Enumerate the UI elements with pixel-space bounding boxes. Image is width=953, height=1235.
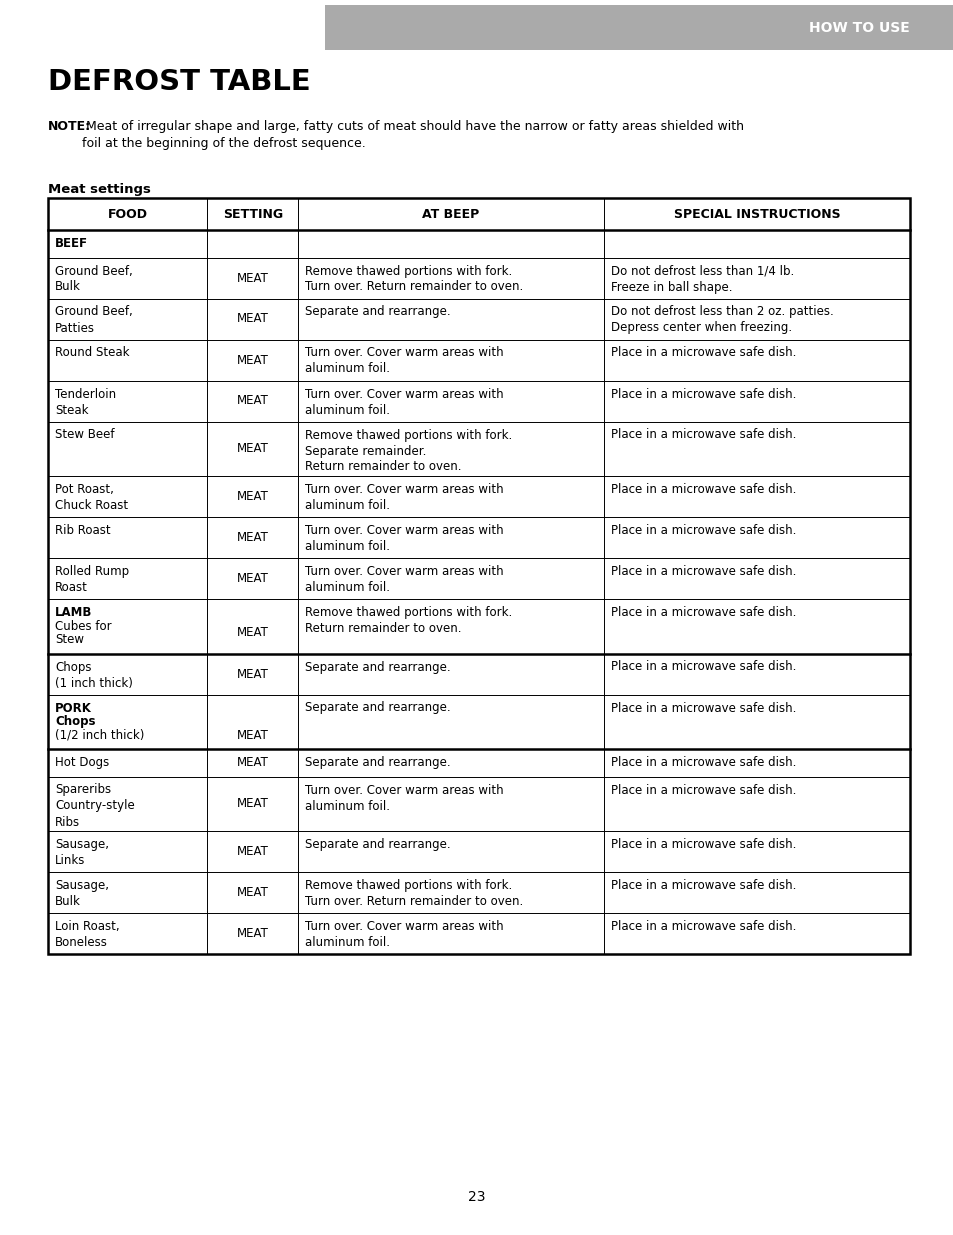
Text: Turn over. Cover warm areas with
aluminum foil.: Turn over. Cover warm areas with aluminu…	[305, 564, 503, 594]
Text: Separate and rearrange.: Separate and rearrange.	[305, 305, 450, 319]
Text: Place in a microwave safe dish.: Place in a microwave safe dish.	[610, 920, 796, 932]
Text: Place in a microwave safe dish.: Place in a microwave safe dish.	[610, 839, 796, 851]
Text: Place in a microwave safe dish.: Place in a microwave safe dish.	[610, 701, 796, 715]
Text: Turn over. Cover warm areas with
aluminum foil.: Turn over. Cover warm areas with aluminu…	[305, 347, 503, 375]
Text: Hot Dogs: Hot Dogs	[55, 756, 110, 769]
Text: Meat of irregular shape and large, fatty cuts of meat should have the narrow or : Meat of irregular shape and large, fatty…	[82, 120, 743, 149]
Text: MEAT: MEAT	[236, 626, 269, 640]
Text: MEAT: MEAT	[236, 667, 269, 680]
Text: MEAT: MEAT	[236, 729, 269, 742]
Text: Ground Beef,
Bulk: Ground Beef, Bulk	[55, 264, 132, 294]
Text: MEAT: MEAT	[236, 756, 269, 769]
Text: Chops
(1 inch thick): Chops (1 inch thick)	[55, 661, 132, 689]
Text: Separate and rearrange.: Separate and rearrange.	[305, 756, 450, 769]
Text: Place in a microwave safe dish.: Place in a microwave safe dish.	[610, 483, 796, 496]
Text: MEAT: MEAT	[236, 531, 269, 543]
Text: Separate and rearrange.: Separate and rearrange.	[305, 701, 450, 715]
Text: MEAT: MEAT	[236, 845, 269, 858]
Text: Ground Beef,
Patties: Ground Beef, Patties	[55, 305, 132, 335]
Text: Place in a microwave safe dish.: Place in a microwave safe dish.	[610, 606, 796, 619]
Text: Remove thawed portions with fork.
Return remainder to oven.: Remove thawed portions with fork. Return…	[305, 606, 512, 635]
Text: Place in a microwave safe dish.: Place in a microwave safe dish.	[610, 429, 796, 441]
Text: Place in a microwave safe dish.: Place in a microwave safe dish.	[610, 783, 796, 797]
Text: PORK: PORK	[55, 701, 91, 715]
Text: MEAT: MEAT	[236, 885, 269, 899]
Text: Separate and rearrange.: Separate and rearrange.	[305, 839, 450, 851]
Text: HOW TO USE: HOW TO USE	[808, 21, 909, 35]
Text: MEAT: MEAT	[236, 927, 269, 940]
Text: Round Steak: Round Steak	[55, 347, 130, 359]
Text: Separate and rearrange.: Separate and rearrange.	[305, 661, 450, 673]
Text: Turn over. Cover warm areas with
aluminum foil.: Turn over. Cover warm areas with aluminu…	[305, 524, 503, 553]
Text: Remove thawed portions with fork.
Turn over. Return remainder to oven.: Remove thawed portions with fork. Turn o…	[305, 264, 522, 294]
Text: Remove thawed portions with fork.
Turn over. Return remainder to oven.: Remove thawed portions with fork. Turn o…	[305, 879, 522, 908]
Text: MEAT: MEAT	[236, 490, 269, 503]
Text: Rib Roast: Rib Roast	[55, 524, 111, 537]
Text: Chops: Chops	[55, 715, 95, 727]
Text: (1/2 inch thick): (1/2 inch thick)	[55, 729, 144, 741]
Text: Rolled Rump
Roast: Rolled Rump Roast	[55, 564, 129, 594]
Bar	[48, 198, 909, 953]
Text: Place in a microwave safe dish.: Place in a microwave safe dish.	[610, 756, 796, 769]
Text: Stew Beef: Stew Beef	[55, 429, 114, 441]
Text: Pot Roast,
Chuck Roast: Pot Roast, Chuck Roast	[55, 483, 128, 513]
Text: Loin Roast,
Boneless: Loin Roast, Boneless	[55, 920, 119, 948]
Text: Place in a microwave safe dish.: Place in a microwave safe dish.	[610, 564, 796, 578]
Text: Sausage,
Bulk: Sausage, Bulk	[55, 879, 109, 908]
Text: NOTE:: NOTE:	[48, 120, 91, 133]
Text: Turn over. Cover warm areas with
aluminum foil.: Turn over. Cover warm areas with aluminu…	[305, 783, 503, 813]
Text: DEFROST TABLE: DEFROST TABLE	[48, 68, 311, 96]
Text: Turn over. Cover warm areas with
aluminum foil.: Turn over. Cover warm areas with aluminu…	[305, 483, 503, 513]
Bar	[325, 5, 953, 49]
Text: Turn over. Cover warm areas with
aluminum foil.: Turn over. Cover warm areas with aluminu…	[305, 388, 503, 416]
Text: LAMB: LAMB	[55, 606, 92, 619]
Text: Stew: Stew	[55, 634, 84, 646]
Text: MEAT: MEAT	[236, 394, 269, 408]
Text: MEAT: MEAT	[236, 572, 269, 585]
Text: Do not defrost less than 2 oz. patties.
Depress center when freezing.: Do not defrost less than 2 oz. patties. …	[610, 305, 833, 335]
Text: Place in a microwave safe dish.: Place in a microwave safe dish.	[610, 879, 796, 892]
Text: Spareribs
Country-style
Ribs: Spareribs Country-style Ribs	[55, 783, 134, 829]
Text: Cubes for: Cubes for	[55, 620, 112, 632]
Text: Do not defrost less than 1/4 lb.
Freeze in ball shape.: Do not defrost less than 1/4 lb. Freeze …	[610, 264, 794, 294]
Text: Place in a microwave safe dish.: Place in a microwave safe dish.	[610, 347, 796, 359]
Text: FOOD: FOOD	[108, 207, 148, 221]
Text: MEAT: MEAT	[236, 798, 269, 810]
Text: Tenderloin
Steak: Tenderloin Steak	[55, 388, 116, 416]
Text: MEAT: MEAT	[236, 312, 269, 326]
Text: SETTING: SETTING	[222, 207, 282, 221]
Text: AT BEEP: AT BEEP	[422, 207, 479, 221]
Text: Sausage,
Links: Sausage, Links	[55, 839, 109, 867]
Text: Place in a microwave safe dish.: Place in a microwave safe dish.	[610, 524, 796, 537]
Text: Meat settings: Meat settings	[48, 183, 151, 196]
Text: Turn over. Cover warm areas with
aluminum foil.: Turn over. Cover warm areas with aluminu…	[305, 920, 503, 948]
Text: Place in a microwave safe dish.: Place in a microwave safe dish.	[610, 388, 796, 400]
Text: MEAT: MEAT	[236, 272, 269, 284]
Text: Place in a microwave safe dish.: Place in a microwave safe dish.	[610, 661, 796, 673]
Text: 23: 23	[468, 1191, 485, 1204]
Text: BEEF: BEEF	[55, 237, 88, 249]
Text: MEAT: MEAT	[236, 442, 269, 456]
Text: SPECIAL INSTRUCTIONS: SPECIAL INSTRUCTIONS	[673, 207, 840, 221]
Text: Remove thawed portions with fork.
Separate remainder.
Return remainder to oven.: Remove thawed portions with fork. Separa…	[305, 429, 512, 473]
Text: MEAT: MEAT	[236, 353, 269, 367]
